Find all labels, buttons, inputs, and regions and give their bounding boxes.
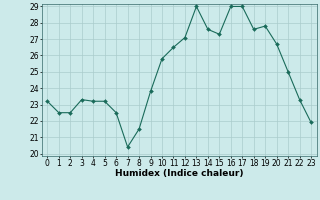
X-axis label: Humidex (Indice chaleur): Humidex (Indice chaleur) (115, 169, 244, 178)
